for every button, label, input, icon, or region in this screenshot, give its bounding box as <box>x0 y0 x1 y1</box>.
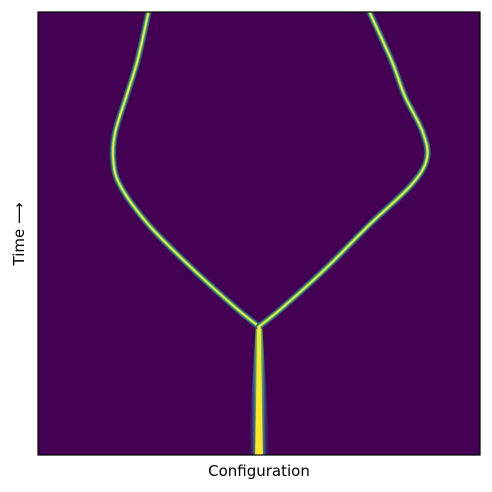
x-axis-label: Configuration <box>208 462 310 480</box>
plot-frame <box>37 11 481 456</box>
y-axis-label: Time ⟶ <box>10 203 28 267</box>
branch-right-peak <box>258 12 429 328</box>
branch-left-peak <box>112 12 260 328</box>
trunk-core <box>255 326 263 455</box>
